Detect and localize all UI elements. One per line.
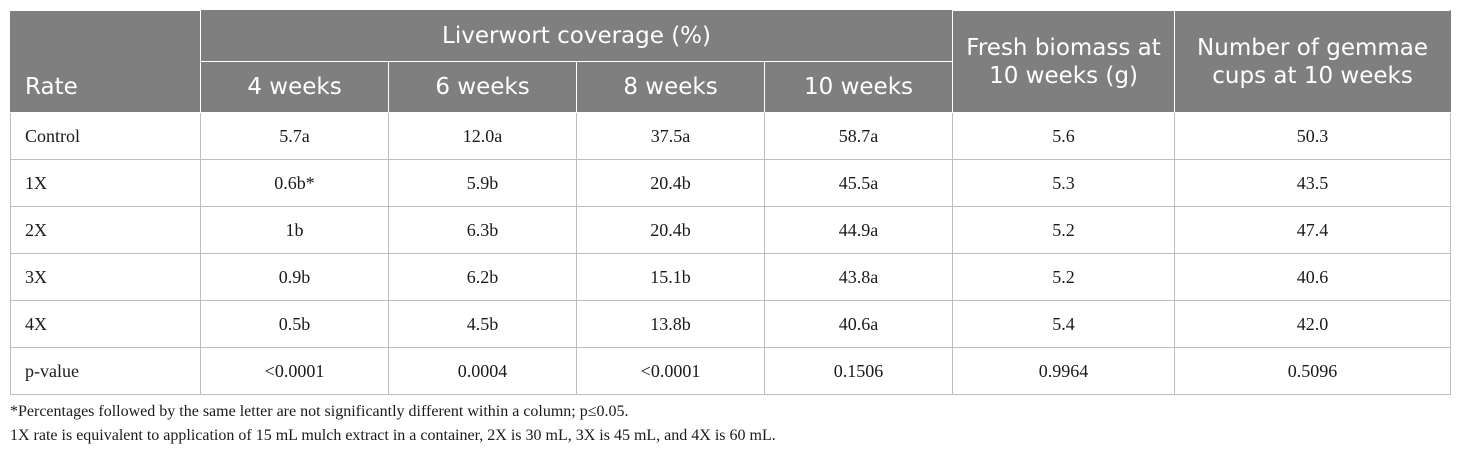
table-footnotes: *Percentages followed by the same letter… <box>10 400 1450 448</box>
cell-biomass: 5.4 <box>952 300 1176 348</box>
table-container: Rate Liverwort coverage (%) Fresh biomas… <box>10 10 1452 448</box>
cell-10-weeks: 40.6a <box>763 300 954 348</box>
header-row-sub: 4 weeks 6 weeks 8 weeks 10 weeks <box>11 61 1451 113</box>
footnote-significance: *Percentages followed by the same letter… <box>10 403 629 420</box>
footnote-rate-definition: 1X rate is equivalent to application of … <box>10 427 776 444</box>
cell-10-weeks: 0.1506 <box>763 347 954 395</box>
cell-rate: 1X <box>10 159 201 207</box>
group-header-liverwort: Liverwort coverage (%) <box>199 10 954 62</box>
cell-rate: p-value <box>10 347 201 395</box>
cell-6-weeks: 5.9b <box>388 159 577 207</box>
table-row-pvalue: p-value <0.0001 0.0004 <0.0001 0.1506 0.… <box>10 347 1452 395</box>
cell-biomass: 5.6 <box>952 112 1176 160</box>
cell-gemmae: 40.6 <box>1174 253 1452 301</box>
cell-biomass: 5.2 <box>952 253 1176 301</box>
cell-4-weeks: 1b <box>200 206 389 254</box>
cell-gemmae: 42.0 <box>1174 300 1452 348</box>
cell-4-weeks: 0.5b <box>200 300 389 348</box>
cell-biomass: 5.3 <box>952 159 1176 207</box>
cell-6-weeks: 6.2b <box>388 253 577 301</box>
col-header-10-weeks: 10 weeks <box>763 61 954 113</box>
cell-gemmae: 47.4 <box>1174 206 1452 254</box>
table-body: Control 5.7a 12.0a 37.5a 58.7a 5.6 50.3 … <box>10 112 1452 395</box>
table-row: Control 5.7a 12.0a 37.5a 58.7a 5.6 50.3 <box>10 112 1452 160</box>
cell-10-weeks: 45.5a <box>763 159 954 207</box>
cell-8-weeks: <0.0001 <box>576 347 765 395</box>
cell-6-weeks: 0.0004 <box>388 347 577 395</box>
cell-rate: 3X <box>10 253 201 301</box>
cell-6-weeks: 4.5b <box>388 300 577 348</box>
col-header-gemmae: Number of gemmae cups at 10 weeks <box>1174 10 1452 113</box>
cell-gemmae: 43.5 <box>1174 159 1452 207</box>
cell-6-weeks: 12.0a <box>388 112 577 160</box>
table-row: 1X 0.6b* 5.9b 20.4b 45.5a 5.3 43.5 <box>10 159 1452 207</box>
col-header-4-weeks: 4 weeks <box>200 61 389 113</box>
cell-gemmae: 50.3 <box>1174 112 1452 160</box>
cell-biomass: 5.2 <box>952 206 1176 254</box>
cell-6-weeks: 6.3b <box>388 206 577 254</box>
cell-8-weeks: 15.1b <box>576 253 765 301</box>
cell-10-weeks: 58.7a <box>763 112 954 160</box>
cell-8-weeks: 37.5a <box>576 112 765 160</box>
cell-8-weeks: 20.4b <box>576 206 765 254</box>
cell-4-weeks: 0.9b <box>200 253 389 301</box>
col-header-rate: Rate <box>10 10 201 113</box>
data-table: Rate Liverwort coverage (%) Fresh biomas… <box>10 10 1452 395</box>
cell-rate: 2X <box>10 206 201 254</box>
cell-rate: Control <box>10 112 201 160</box>
col-header-8-weeks: 8 weeks <box>576 61 765 113</box>
cell-8-weeks: 13.8b <box>576 300 765 348</box>
table-row: 4X 0.5b 4.5b 13.8b 40.6a 5.4 42.0 <box>10 300 1452 348</box>
col-header-6-weeks: 6 weeks <box>388 61 577 113</box>
cell-10-weeks: 43.8a <box>763 253 954 301</box>
cell-4-weeks: 0.6b* <box>200 159 389 207</box>
cell-10-weeks: 44.9a <box>763 206 954 254</box>
table-row: 3X 0.9b 6.2b 15.1b 43.8a 5.2 40.6 <box>10 253 1452 301</box>
cell-gemmae: 0.5096 <box>1174 347 1452 395</box>
cell-4-weeks: <0.0001 <box>200 347 389 395</box>
cell-8-weeks: 20.4b <box>576 159 765 207</box>
cell-4-weeks: 5.7a <box>200 112 389 160</box>
cell-biomass: 0.9964 <box>952 347 1176 395</box>
table-row: 2X 1b 6.3b 20.4b 44.9a 5.2 47.4 <box>10 206 1452 254</box>
cell-rate: 4X <box>10 300 201 348</box>
col-header-biomass: Fresh biomass at 10 weeks (g) <box>952 10 1176 113</box>
header-row-group: Rate Liverwort coverage (%) Fresh biomas… <box>10 10 1452 113</box>
